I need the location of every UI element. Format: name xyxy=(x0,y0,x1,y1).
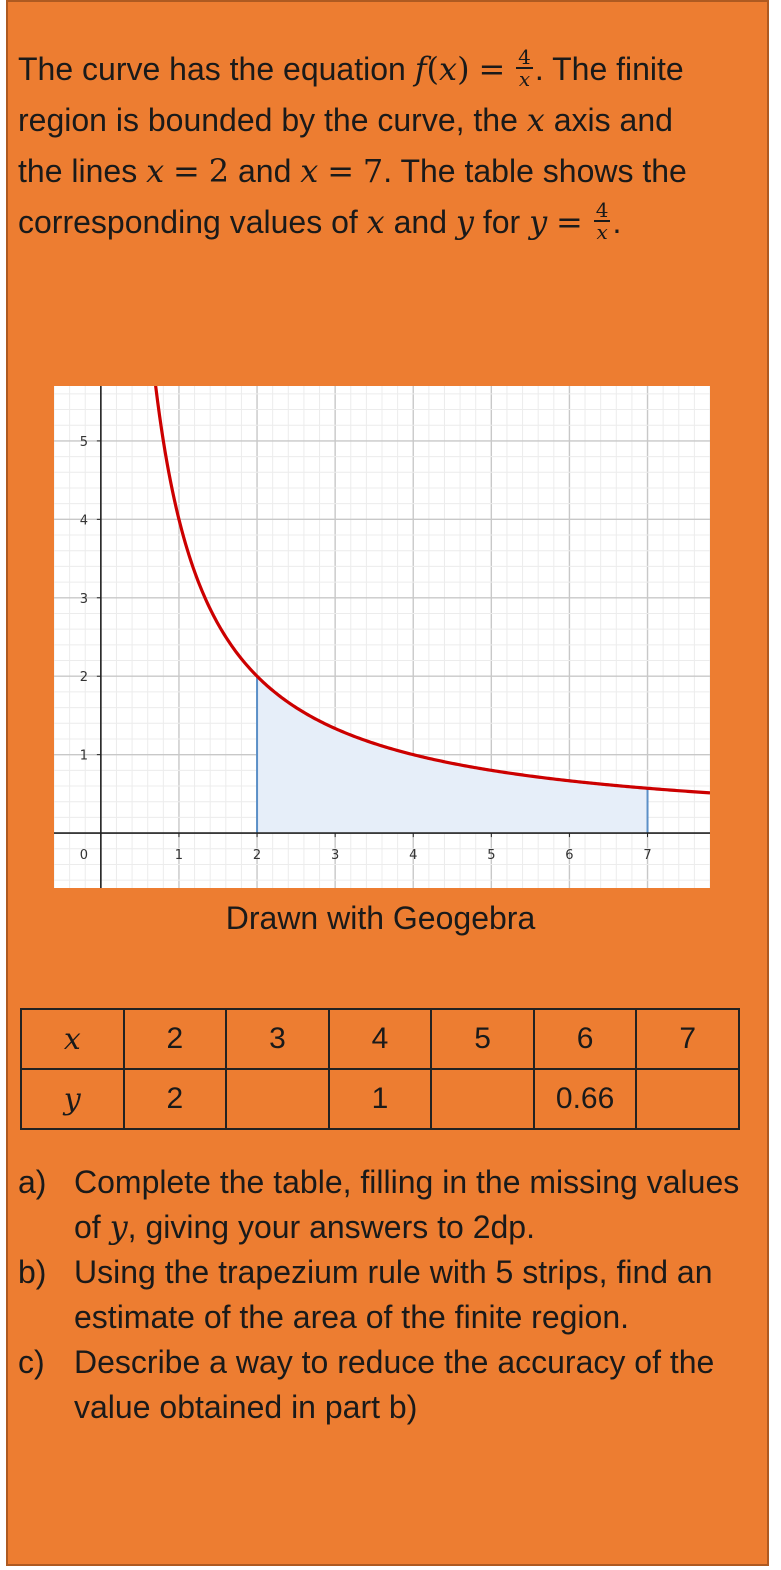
values-table: x 2 3 4 5 6 7 y 2 1 0.66 xyxy=(20,1008,740,1130)
x-tick-label: 4 xyxy=(409,848,417,863)
table-cell: 7 xyxy=(635,1008,740,1070)
question-list: a) Complete the table, filling in the mis… xyxy=(18,1160,753,1430)
table-cell xyxy=(430,1068,535,1130)
x-tick-label: 0 xyxy=(80,848,88,863)
table-row-x: x 2 3 4 5 6 7 xyxy=(20,1008,740,1070)
shaded-region xyxy=(257,676,648,834)
table-cell: 6 xyxy=(532,1008,638,1070)
y-tick-label: 3 xyxy=(80,592,88,607)
geogebra-graph: 0 1 2 3 4 5 6 7 1 2 3 4 5 xyxy=(54,386,710,888)
question-a: a) Complete the table, filling in the mis… xyxy=(18,1164,740,1246)
table-cell: 5 xyxy=(430,1008,535,1070)
table-cell: y xyxy=(20,1068,125,1130)
table-cell: 1 xyxy=(327,1068,433,1130)
table-cell: 2 xyxy=(122,1008,228,1070)
x-tick-label: 1 xyxy=(175,848,183,863)
x-tick-label: 5 xyxy=(487,848,495,863)
x-tick-label: 3 xyxy=(331,848,339,863)
x-tick-label: 6 xyxy=(565,848,573,863)
question-b: b) Using the trapezium rule with 5 strips… xyxy=(18,1254,713,1335)
x-tick-label: 2 xyxy=(253,848,261,863)
table-cell: 2 xyxy=(122,1068,228,1130)
table-cell xyxy=(635,1068,740,1130)
y-tick-label: 1 xyxy=(80,749,88,764)
table-cell xyxy=(225,1068,330,1130)
curve-4-over-x xyxy=(154,386,710,795)
y-tick-label: 4 xyxy=(80,513,88,528)
y-tick-label: 5 xyxy=(80,435,88,450)
graph-caption: Drawn with Geogebra xyxy=(225,900,536,936)
table-cell: 4 xyxy=(327,1008,433,1070)
x-tick-label: 7 xyxy=(643,848,651,863)
table-cell: 0.66 xyxy=(532,1068,638,1130)
table-cell: x xyxy=(20,1008,125,1070)
y-tick-label: 2 xyxy=(80,670,88,685)
question-c: c) Describe a way to reduce the accuracy… xyxy=(18,1344,715,1425)
table-row-y: y 2 1 0.66 xyxy=(20,1068,740,1130)
table-cell: 3 xyxy=(225,1008,330,1070)
